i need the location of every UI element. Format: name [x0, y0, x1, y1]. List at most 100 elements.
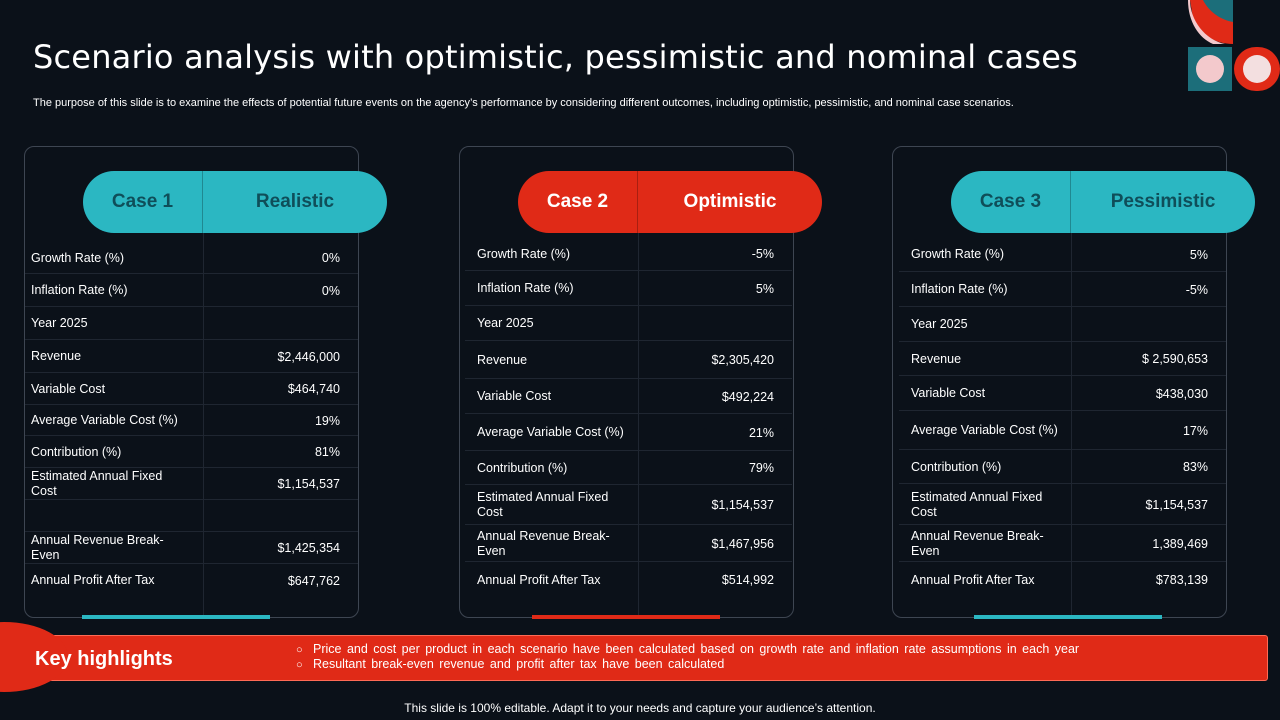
table-row [25, 501, 358, 532]
row-value: $1,467,956 [711, 536, 774, 551]
column-divider [1071, 233, 1072, 617]
table-row: Revenue $ 2,590,653 [899, 343, 1226, 376]
row-label: Contribution (%) [477, 460, 568, 475]
row-label: Growth Rate (%) [911, 247, 1005, 261]
key-highlights-bar [0, 635, 1268, 681]
table-row: Variable Cost $492,224 [465, 380, 792, 414]
row-value: 0% [321, 251, 340, 265]
row-label: Annual Profit After Tax [31, 573, 155, 587]
row-label: Annual Profit After Tax [911, 572, 1035, 587]
table-row: Variable Cost $464,740 [25, 374, 358, 405]
table-row: Contribution (%) 83% [899, 451, 1226, 484]
list-item: ○ Resultant break-even revenue and profit… [296, 657, 1079, 671]
bullet-circle-icon: ○ [296, 644, 303, 656]
row-value: 83% [1182, 460, 1208, 474]
row-value: 5% [755, 281, 774, 296]
decorative-logo-icon [1188, 0, 1280, 91]
page-title: Scenario analysis with optimistic, pessi… [33, 38, 1078, 76]
table-row: Revenue $2,305,420 [465, 342, 792, 379]
table-row: Year 2025 [25, 308, 358, 340]
table-row: Estimated Annual Fixed Cost $1,154,537 [465, 486, 792, 525]
row-value: $492,224 [721, 389, 774, 404]
row-label: Estimated Annual Fixed Cost [31, 469, 163, 498]
row-value: 79% [748, 461, 774, 475]
case-3-label: Case 3 [951, 171, 1071, 233]
row-value: $ 2,590,653 [1141, 352, 1208, 366]
row-label: Inflation Rate (%) [911, 282, 1008, 296]
table-row: Inflation Rate (%) 0% [25, 275, 358, 307]
table-row: Year 2025 [465, 307, 792, 341]
row-value: $783,139 [1155, 573, 1208, 587]
row-value: 1,389,469 [1152, 536, 1208, 551]
table-row: Annual Revenue Break-Even $1,467,956 [465, 526, 792, 562]
table-row: Average Variable Cost (%) 17% [899, 412, 1226, 450]
list-item: ○ Price and cost per product in each scen… [296, 642, 1079, 656]
row-label: Estimated Annual Fixed Cost [477, 490, 609, 519]
bullet-circle-icon: ○ [296, 659, 303, 671]
table-row: Annual Profit After Tax $647,762 [25, 565, 358, 596]
table-row: Contribution (%) 81% [25, 437, 358, 468]
row-value: 81% [314, 445, 340, 459]
row-value: $2,446,000 [277, 349, 340, 364]
footer-note: This slide is 100% editable. Adapt it to… [404, 701, 876, 715]
row-value: $514,992 [721, 573, 774, 587]
table-row: Variable Cost $438,030 [899, 377, 1226, 411]
table-row: Annual Revenue Break-Even $1,425,354 [25, 533, 358, 564]
row-label: Year 2025 [911, 317, 968, 331]
row-label: Year 2025 [477, 316, 534, 330]
table-row: Inflation Rate (%) -5% [899, 273, 1226, 307]
case-1-label: Case 1 [83, 171, 203, 233]
case-2-label: Case 2 [518, 171, 638, 233]
row-value: $1,154,537 [277, 477, 340, 491]
row-label: Revenue [31, 349, 82, 363]
row-value: $464,740 [287, 382, 340, 396]
key-highlights-list: ○ Price and cost per product in each scen… [296, 642, 1079, 672]
row-label: Annual Revenue Break-Even [477, 528, 610, 558]
row-label: Variable Cost [477, 389, 552, 403]
row-label: Year 2025 [31, 316, 88, 330]
card-accent-bar [974, 615, 1162, 619]
table-row: Inflation Rate (%) 5% [465, 272, 792, 306]
table-row: Year 2025 [899, 308, 1226, 342]
row-value: $1,154,537 [1145, 497, 1208, 512]
row-label: Revenue [911, 351, 962, 366]
table-row: Estimated Annual Fixed Cost $1,154,537 [899, 485, 1226, 525]
row-label: Annual Revenue Break-Even [31, 533, 164, 562]
table-row: Growth Rate (%) -5% [465, 238, 792, 271]
row-label: Revenue [477, 352, 528, 367]
row-label: Estimated Annual Fixed Cost [911, 489, 1043, 519]
table-row: Annual Profit After Tax $514,992 [465, 563, 792, 597]
table-row: Estimated Annual Fixed Cost $1,154,537 [25, 469, 358, 500]
row-value: 19% [314, 413, 340, 428]
case-3-name: Pessimistic [1110, 191, 1216, 212]
row-label: Growth Rate (%) [477, 246, 571, 261]
table-row: Growth Rate (%) 5% [899, 238, 1226, 272]
row-value: $1,154,537 [711, 498, 774, 512]
row-value: $647,762 [287, 573, 340, 588]
table-row: Average Variable Cost (%) 21% [465, 415, 792, 451]
case-1-header: Case 1 Realistic [83, 171, 387, 233]
table-row: Annual Profit After Tax $783,139 [899, 563, 1226, 597]
row-label: Contribution (%) [911, 459, 1002, 474]
page-subtitle: The purpose of this slide is to examine … [33, 97, 1014, 109]
row-label: Contribution (%) [31, 444, 122, 459]
row-label: Annual Profit After Tax [477, 572, 601, 587]
row-value: 5% [1189, 247, 1208, 262]
table-row: Growth Rate (%) 0% [25, 243, 358, 274]
row-value: 21% [748, 425, 774, 440]
row-value: $1,425,354 [277, 541, 340, 555]
card-accent-bar [532, 615, 720, 619]
row-value: -5% [1185, 282, 1208, 297]
column-divider [203, 233, 204, 617]
column-divider [638, 233, 639, 617]
table-row: Revenue $2,446,000 [25, 341, 358, 373]
row-label: Growth Rate (%) [31, 250, 125, 265]
table-row: Contribution (%) 79% [465, 452, 792, 485]
row-label: Average Variable Cost (%) [911, 423, 1058, 437]
case-2-name: Optimistic [683, 191, 777, 212]
row-label: Annual Revenue Break-Even [911, 528, 1044, 558]
highlight-text: Resultant break-even revenue and profit … [313, 657, 725, 671]
row-value: $438,030 [1155, 386, 1208, 401]
table-row: Average Variable Cost (%) 19% [25, 406, 358, 436]
row-value: 17% [1182, 423, 1208, 438]
